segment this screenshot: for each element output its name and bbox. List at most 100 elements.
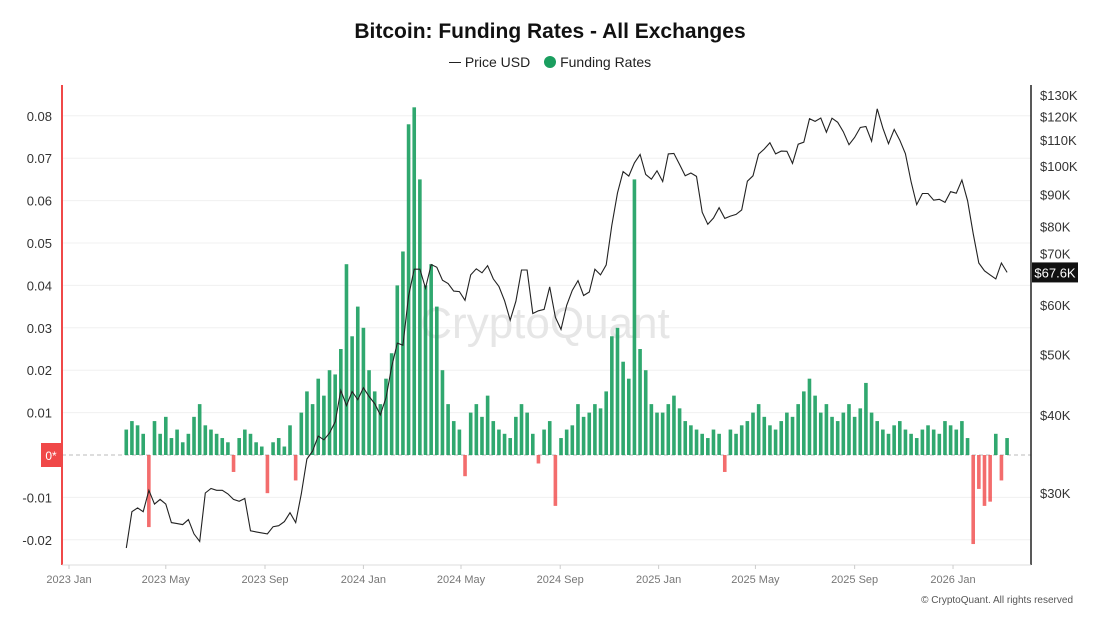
- funding-bar: [626, 378, 631, 455]
- funding-bar: [412, 107, 417, 455]
- funding-bar: [660, 412, 665, 455]
- funding-bar: [621, 361, 625, 455]
- funding-bar: [948, 425, 953, 455]
- x-tick-label: 2023 Sep: [241, 574, 288, 586]
- funding-bar: [643, 370, 648, 455]
- funding-bar: [802, 391, 806, 455]
- funding-bar: [259, 446, 264, 455]
- funding-bar: [982, 455, 987, 506]
- funding-bar: [525, 412, 529, 455]
- chart-title: Bitcoin: Funding Rates - All Exchanges: [354, 20, 746, 43]
- zero-badge-bg: [41, 443, 62, 467]
- right-tick-label: $40K: [1040, 408, 1071, 423]
- funding-bar: [593, 404, 597, 455]
- funding-bar: [214, 433, 219, 455]
- funding-bar: [779, 421, 784, 455]
- funding-bar: [497, 429, 501, 455]
- funding-bar: [762, 416, 767, 455]
- funding-bar: [519, 404, 524, 455]
- funding-bar: [305, 391, 309, 455]
- funding-bar: [282, 446, 287, 455]
- funding-bar: [751, 412, 755, 455]
- funding-bar: [384, 378, 388, 455]
- funding-bar: [446, 404, 450, 455]
- funding-bar: [197, 404, 202, 455]
- funding-bar: [327, 370, 332, 455]
- x-tick-label: 2024 Sep: [537, 574, 584, 586]
- funding-bar: [440, 370, 445, 455]
- funding-bar: [361, 327, 366, 455]
- funding-bar: [570, 425, 575, 455]
- funding-bar: [960, 421, 964, 455]
- x-tick-label: 2025 Jan: [636, 574, 681, 586]
- funding-bar: [813, 395, 817, 455]
- funding-bar: [841, 412, 846, 455]
- current-price-label: $67.6K: [1034, 265, 1076, 280]
- funding-bar: [858, 408, 863, 455]
- funding-bar: [243, 429, 247, 455]
- price-badge-bg: [1032, 262, 1078, 283]
- funding-bar: [869, 412, 874, 455]
- funding-bar: [756, 404, 761, 455]
- funding-bar: [1005, 438, 1009, 455]
- left-tick-label: -0.02: [22, 533, 52, 548]
- funding-bar: [395, 285, 400, 455]
- funding-bar: [265, 455, 270, 494]
- funding-bar: [700, 433, 704, 455]
- funding-bar: [372, 391, 377, 455]
- funding-bar: [367, 370, 371, 455]
- x-tick-label: 2025 Sep: [831, 574, 878, 586]
- legend-funding[interactable]: Funding Rates: [560, 54, 652, 71]
- funding-bar: [717, 433, 721, 455]
- zero-badge: 0*: [41, 443, 62, 467]
- funding-bar: [310, 404, 315, 455]
- funding-bar: [135, 425, 140, 455]
- funding-bar: [903, 429, 908, 455]
- funding-bar: [293, 455, 298, 481]
- funding-bar: [547, 421, 552, 455]
- funding-bar: [350, 336, 354, 455]
- funding-bar: [875, 421, 880, 455]
- funding-bar: [604, 391, 608, 455]
- funding-bar: [299, 412, 304, 455]
- funding-bar: [175, 429, 179, 455]
- funding-bar: [768, 425, 772, 455]
- funding-bar: [993, 433, 998, 455]
- funding-bar: [502, 433, 507, 455]
- funding-bar: [909, 433, 913, 455]
- funding-bar: [824, 404, 829, 455]
- left-tick-label: 0.07: [27, 151, 52, 166]
- funding-bar: [514, 416, 518, 455]
- funding-bar: [576, 404, 580, 455]
- funding-bar: [254, 442, 258, 455]
- funding-bar: [790, 416, 795, 455]
- funding-bar: [152, 421, 157, 455]
- right-tick-label: $50K: [1040, 347, 1071, 362]
- legend-price[interactable]: Price USD: [464, 54, 531, 71]
- funding-bar: [457, 429, 462, 455]
- funding-bar: [474, 404, 479, 455]
- funding-bar: [977, 455, 981, 489]
- funding-bar: [728, 429, 733, 455]
- funding-bar: [429, 264, 433, 455]
- left-tick-label: 0.08: [27, 109, 52, 124]
- funding-bar: [818, 412, 823, 455]
- funding-bar: [536, 455, 541, 464]
- funding-bar: [835, 421, 840, 455]
- funding-bar: [418, 179, 422, 455]
- right-tick-label: $30K: [1040, 486, 1071, 501]
- right-tick-label: $70K: [1040, 246, 1071, 261]
- funding-bar: [655, 412, 659, 455]
- funding-bar: [920, 429, 925, 455]
- funding-bar: [892, 425, 896, 455]
- legend: Price USD Funding Rates: [0, 53, 1100, 70]
- funding-bar: [598, 408, 603, 455]
- left-tick-label: 0.01: [27, 406, 52, 421]
- x-tick-label: 2023 May: [142, 574, 191, 586]
- funding-legend-dot-icon: [544, 56, 557, 69]
- funding-bar: [881, 429, 885, 455]
- funding-bar: [711, 429, 716, 455]
- price-legend-line-icon: [448, 61, 461, 63]
- right-tick-label: $80K: [1040, 220, 1071, 235]
- funding-bar: [163, 416, 168, 455]
